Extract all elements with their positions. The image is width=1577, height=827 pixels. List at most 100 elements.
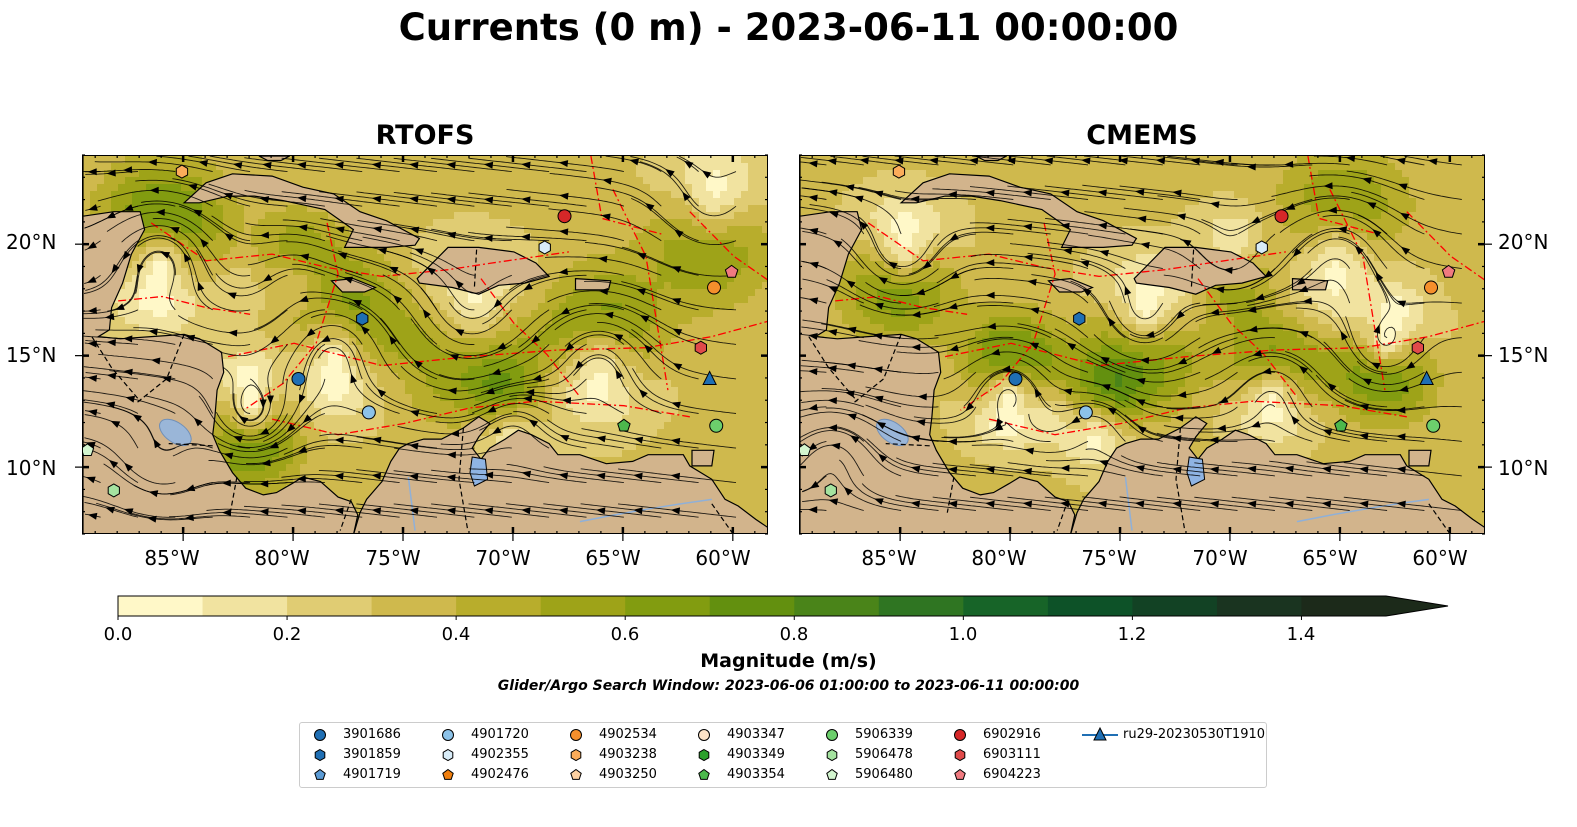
colorbar-segment (963, 596, 1049, 616)
legend-label: 4902355 (471, 747, 529, 762)
colorbar (117, 595, 1449, 620)
map-panel-rtofs[interactable] (82, 155, 768, 534)
legend-label: 5906480 (855, 767, 913, 782)
legend-label: 4903349 (727, 747, 785, 762)
lon-tick-label: 65°W (1302, 546, 1358, 570)
legend-marker-icon (954, 729, 966, 741)
search-window-caption: Glider/Argo Search Window: 2023-06-06 01… (497, 678, 1080, 694)
colorbar-tick-label: 0.8 (779, 624, 809, 645)
lon-tick-label: 80°W (254, 546, 310, 570)
marker-5906339 (1426, 418, 1441, 433)
colorbar-tick-label: 1.4 (1286, 624, 1316, 645)
colorbar-segment (1216, 596, 1302, 616)
colorbar-extend-arrow (1386, 596, 1448, 616)
legend: 3901686 3901859 4901719 4901720 4902355 49024… (299, 722, 1267, 788)
map-canvas-rtofs (83, 156, 767, 533)
lat-tick-label: 20°N (1498, 230, 1549, 254)
lon-tick-label: 85°W (144, 546, 200, 570)
colorbar-tick-label: 1.0 (948, 624, 978, 645)
legend-marker-icon (442, 748, 454, 762)
colorbar-segment (709, 596, 795, 616)
legend-marker-icon (570, 768, 582, 780)
marker-3901686 (291, 371, 306, 386)
marker-4903354 (1334, 418, 1348, 432)
colorbar-title: Magnitude (m/s) (700, 650, 877, 672)
legend-marker-icon (570, 748, 582, 762)
legend-marker-icon (954, 748, 966, 762)
lon-tick-label: 60°W (1412, 546, 1468, 570)
colorbar-segment (794, 596, 880, 616)
lat-tick-label: 10°N (6, 456, 57, 480)
marker-ru29-20230530T1910 (1419, 370, 1434, 385)
legend-marker-icon (698, 768, 710, 780)
colorbar-segment (1301, 596, 1387, 616)
colorbar-tick-label: 0.6 (610, 624, 640, 645)
marker-5906478 (107, 483, 120, 498)
lat-tick-label: 15°N (6, 343, 57, 367)
legend-marker-icon (826, 748, 838, 762)
marker-3901859 (1073, 311, 1086, 326)
eez-boundaries (835, 156, 1484, 436)
marker-4902534 (1424, 280, 1439, 295)
legend-label: 4902476 (471, 767, 529, 782)
legend-label: 4903347 (727, 727, 785, 742)
legend-marker-icon (570, 729, 582, 741)
legend-label: 4903250 (599, 767, 657, 782)
legend-marker-icon (954, 768, 966, 780)
marker-6902916 (557, 209, 572, 224)
lat-tick-label: 10°N (1498, 456, 1549, 480)
marker-5906480 (83, 443, 95, 456)
legend-label: 6902916 (983, 727, 1041, 742)
marker-6903111 (694, 340, 707, 355)
legend-label: 3901859 (343, 747, 401, 762)
marker-4901720 (361, 405, 376, 420)
legend-label: 6904223 (983, 767, 1041, 782)
marker-4902355 (538, 240, 551, 255)
lat-tick-label: 20°N (6, 230, 57, 254)
marker-6904223 (724, 264, 739, 278)
legend-label: 4902534 (599, 727, 657, 742)
colorbar-segment (456, 596, 542, 616)
legend-marker-icon (1082, 726, 1118, 741)
colorbar-segment (540, 596, 626, 616)
colorbar-segment (878, 596, 964, 616)
marker-4902355 (1255, 240, 1268, 255)
lon-tick-label: 70°W (1192, 546, 1248, 570)
lon-tick-label: 85°W (861, 546, 917, 570)
colorbar-segment (202, 596, 288, 616)
marker-3901686 (1008, 371, 1023, 386)
marker-5906480 (800, 443, 812, 456)
lon-tick-label: 60°W (695, 546, 751, 570)
lon-tick-label: 80°W (971, 546, 1027, 570)
marker-5906478 (824, 483, 837, 498)
marker-ru29-20230530T1910 (702, 370, 717, 385)
marker-6903111 (1411, 340, 1424, 355)
legend-marker-icon (698, 729, 710, 741)
colorbar-segment (1047, 596, 1133, 616)
marker-4903238 (175, 164, 189, 179)
lon-tick-label: 75°W (365, 546, 421, 570)
float-markers (800, 164, 1456, 498)
lat-tick-label: 15°N (1498, 343, 1549, 367)
legend-label: 5906478 (855, 747, 913, 762)
country-borders (91, 249, 734, 533)
float-markers (83, 164, 739, 498)
legend-marker-icon (442, 768, 454, 780)
streamlines (83, 156, 737, 523)
map-panel-cmems[interactable] (799, 155, 1485, 534)
legend-label: 4901719 (343, 767, 401, 782)
legend-label: 6903111 (983, 747, 1041, 762)
marker-4903238 (892, 164, 906, 179)
legend-marker-icon (698, 748, 710, 762)
legend-label: 4903238 (599, 747, 657, 762)
panel-title-rtofs: RTOFS (375, 120, 475, 151)
colorbar-tick-label: 0.2 (272, 624, 302, 645)
legend-label: 3901686 (343, 727, 401, 742)
legend-marker-icon (826, 729, 838, 741)
legend-label: 4903354 (727, 767, 785, 782)
colorbar-tick-label: 0.4 (441, 624, 471, 645)
figure-title: Currents (0 m) - 2023-06-11 00:00:00 (398, 6, 1179, 49)
marker-6902916 (1274, 209, 1289, 224)
colorbar-tick-label: 0.0 (103, 624, 133, 645)
streamlines (800, 156, 1462, 514)
